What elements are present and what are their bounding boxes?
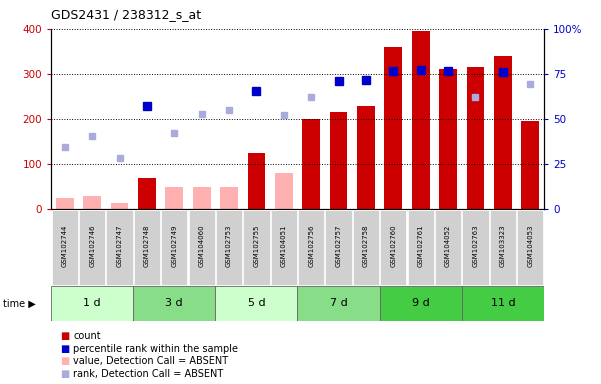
Bar — [462, 286, 544, 321]
Text: GSM102758: GSM102758 — [363, 225, 369, 267]
Bar — [165, 187, 183, 209]
Text: 7 d: 7 d — [330, 298, 347, 308]
Text: GSM102749: GSM102749 — [171, 225, 177, 267]
Text: rank, Detection Call = ABSENT: rank, Detection Call = ABSENT — [73, 369, 224, 379]
Text: GSM102757: GSM102757 — [335, 225, 341, 267]
Bar — [248, 153, 265, 209]
Text: 3 d: 3 d — [165, 298, 183, 308]
Text: GSM104052: GSM104052 — [445, 225, 451, 267]
Bar — [215, 286, 297, 321]
Text: GDS2431 / 238312_s_at: GDS2431 / 238312_s_at — [51, 8, 201, 21]
Text: time ▶: time ▶ — [3, 298, 35, 308]
Bar — [193, 187, 210, 209]
Text: value, Detection Call = ABSENT: value, Detection Call = ABSENT — [73, 356, 228, 366]
Text: GSM103323: GSM103323 — [500, 224, 506, 267]
Text: GSM102753: GSM102753 — [226, 225, 232, 267]
Text: count: count — [73, 331, 101, 341]
Bar — [357, 106, 375, 209]
Text: ■: ■ — [60, 369, 69, 379]
Bar — [56, 198, 74, 209]
Text: ■: ■ — [60, 331, 69, 341]
Text: GSM102755: GSM102755 — [254, 225, 260, 267]
Bar — [302, 119, 320, 209]
Bar — [412, 31, 430, 209]
Bar — [494, 56, 511, 209]
Bar — [133, 286, 215, 321]
Text: ■: ■ — [60, 356, 69, 366]
Text: GSM102763: GSM102763 — [472, 224, 478, 267]
Bar — [138, 178, 156, 209]
Bar — [275, 173, 293, 209]
Text: 5 d: 5 d — [248, 298, 265, 308]
Text: percentile rank within the sample: percentile rank within the sample — [73, 344, 239, 354]
Bar — [330, 112, 347, 209]
Text: GSM102744: GSM102744 — [62, 225, 68, 267]
Bar — [521, 121, 539, 209]
Text: GSM102760: GSM102760 — [390, 224, 396, 267]
Text: GSM104060: GSM104060 — [199, 224, 205, 267]
Text: 1 d: 1 d — [84, 298, 101, 308]
Text: 11 d: 11 d — [490, 298, 515, 308]
Text: GSM104053: GSM104053 — [527, 225, 533, 267]
Text: ■: ■ — [60, 344, 69, 354]
Text: GSM102746: GSM102746 — [89, 225, 95, 267]
Bar — [385, 47, 402, 209]
Text: GSM102747: GSM102747 — [117, 225, 123, 267]
Text: GSM102748: GSM102748 — [144, 225, 150, 267]
Bar — [84, 196, 101, 209]
Bar — [380, 286, 462, 321]
Text: 9 d: 9 d — [412, 298, 430, 308]
Bar — [297, 286, 380, 321]
Bar — [220, 187, 238, 209]
Bar — [51, 286, 133, 321]
Text: GSM102756: GSM102756 — [308, 225, 314, 267]
Bar — [439, 144, 457, 209]
Text: GSM102761: GSM102761 — [418, 224, 424, 267]
Text: GSM104051: GSM104051 — [281, 225, 287, 267]
Bar — [111, 202, 129, 209]
Bar — [439, 70, 457, 209]
Bar — [466, 67, 484, 209]
